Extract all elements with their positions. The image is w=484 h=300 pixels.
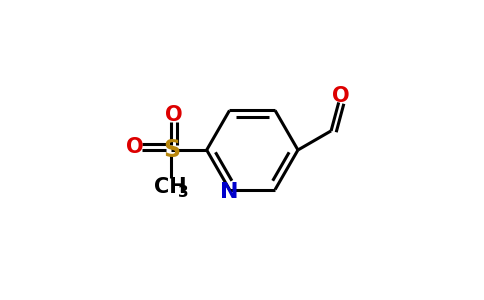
Text: 3: 3: [179, 185, 189, 200]
Text: O: O: [166, 105, 183, 125]
Text: O: O: [332, 86, 350, 106]
Text: O: O: [126, 137, 143, 157]
Text: S: S: [163, 138, 180, 162]
Text: N: N: [220, 182, 239, 202]
Text: CH: CH: [154, 177, 187, 197]
